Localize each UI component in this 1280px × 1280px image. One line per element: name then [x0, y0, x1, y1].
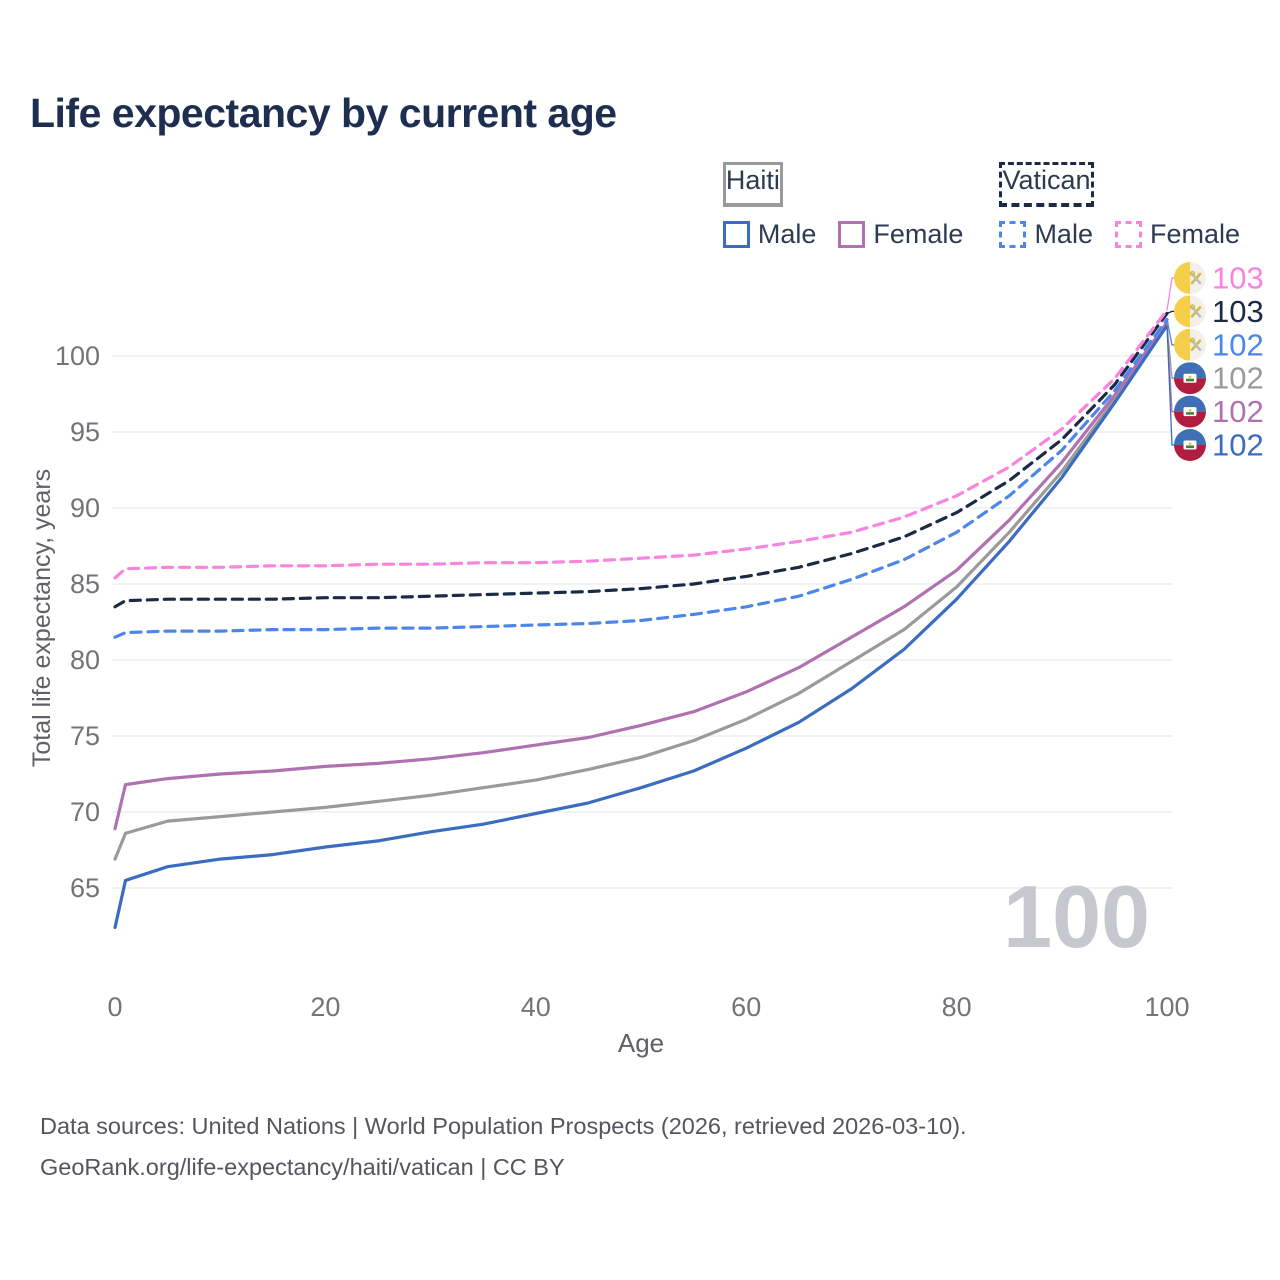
legend-heading-haiti[interactable]: Haiti: [722, 162, 783, 207]
legend-item-label: Male: [1034, 219, 1093, 249]
legend-item-label: Male: [757, 219, 817, 249]
legend-group-haiti: Haiti Male Female: [722, 162, 963, 250]
y-tick-label: 90: [70, 493, 100, 523]
endpoint-value-label: 103: [1212, 294, 1264, 329]
legend: Haiti Male Female Vatican Male: [722, 162, 1240, 250]
legend-item-vatican-female[interactable]: Female: [1114, 219, 1240, 250]
y-tick-label: 85: [70, 569, 100, 599]
y-axis-label: Total life expectancy, years: [28, 469, 56, 767]
x-tick-label: 40: [521, 992, 551, 1022]
legend-group-vatican: Vatican Male Female: [999, 162, 1240, 250]
x-tick-label: 20: [310, 992, 340, 1022]
haiti-flag-icon: [1174, 429, 1206, 461]
series-line-vatican-total: [113, 311, 1169, 609]
endpoint-connector: [1166, 277, 1175, 311]
vatican-female-swatch-icon: [1114, 221, 1142, 248]
x-tick-label: 100: [1144, 992, 1189, 1022]
gridlines: 65 70 75 80 85 90 95 100: [55, 341, 1172, 903]
x-tick-label: 0: [107, 992, 122, 1022]
vatican-flag-icon: [1174, 295, 1206, 328]
legend-item-haiti-male[interactable]: Male: [722, 219, 817, 250]
legend-item-vatican-male[interactable]: Male: [999, 219, 1093, 250]
page-title: Life expectancy by current age: [30, 90, 617, 136]
endpoint-value-label: 102: [1212, 361, 1264, 396]
y-tick-label: 75: [70, 721, 100, 751]
endpoint-value-label: 102: [1212, 327, 1264, 362]
legend-item-label: Female: [873, 219, 964, 249]
y-tick-label: 100: [55, 341, 100, 371]
footer: Data sources: United Nations | World Pop…: [40, 1106, 967, 1188]
legend-row-vatican: Male Female: [999, 219, 1240, 250]
legend-heading-vatican[interactable]: Vatican: [999, 162, 1094, 207]
legend-item-haiti-female[interactable]: Female: [838, 219, 963, 250]
series-line-vatican-female: [113, 308, 1169, 580]
data-sources-line: Data sources: United Nations | World Pop…: [40, 1113, 967, 1139]
age-watermark: 100: [1003, 867, 1150, 966]
y-tick-label: 95: [70, 417, 100, 447]
x-tick-label: 60: [731, 992, 761, 1022]
endpoint-value-label: 103: [1212, 261, 1264, 296]
x-axis-label: Age: [618, 1028, 664, 1058]
haiti-flag-icon: [1174, 395, 1206, 428]
legend-item-label: Female: [1149, 219, 1240, 249]
series-line-haiti-total: [113, 322, 1169, 861]
haiti-male-swatch-icon: [722, 221, 750, 248]
endpoint-value-label: 102: [1212, 394, 1264, 429]
legend-row-haiti: Male Female: [722, 219, 963, 250]
vatican-flag-icon: [1174, 328, 1206, 361]
haiti-female-swatch-icon: [838, 221, 866, 248]
series-line-haiti-female: [113, 321, 1169, 831]
y-tick-label: 65: [70, 873, 100, 903]
attribution-line[interactable]: GeoRank.org/life-expectancy/haiti/vatica…: [40, 1154, 565, 1180]
y-tick-label: 70: [70, 797, 100, 827]
y-tick-label: 80: [70, 645, 100, 675]
endpoint-connector: [1166, 310, 1175, 315]
series-line-vatican-male: [113, 317, 1169, 639]
vatican-flag-icon: [1174, 262, 1206, 294]
x-tick-label: 80: [942, 992, 972, 1022]
vatican-male-swatch-icon: [999, 221, 1027, 248]
series-line-haiti-male: [113, 324, 1169, 930]
haiti-flag-icon: [1174, 362, 1206, 395]
endpoint-value-label: 102: [1212, 428, 1264, 463]
